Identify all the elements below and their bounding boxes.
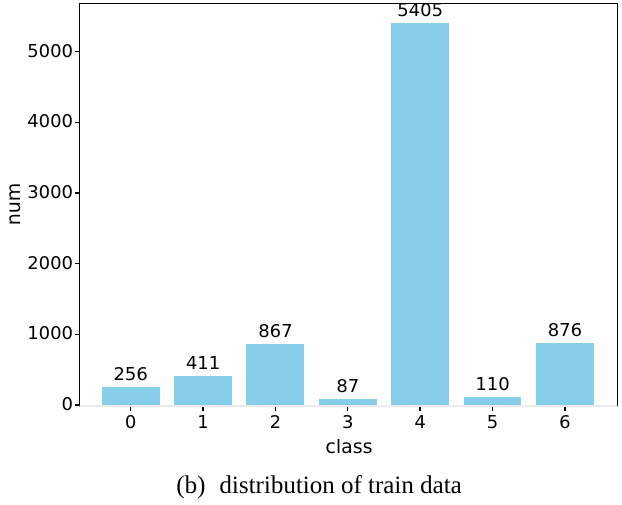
figure-caption: (b) distribution of train data xyxy=(19,471,619,505)
x-tick-mark xyxy=(347,407,349,411)
x-tick-mark xyxy=(202,407,204,411)
y-tick-mark xyxy=(74,333,79,336)
bar-class-4 xyxy=(391,23,450,405)
x-tick-label: 4 xyxy=(414,412,426,433)
bar-value-label: 5405 xyxy=(397,0,444,22)
bar-class-1 xyxy=(174,375,232,405)
bar-value-label: 867 xyxy=(258,320,293,342)
bar-value-label: 411 xyxy=(185,352,221,374)
y-tick-mark xyxy=(74,192,79,194)
y-tick-label: 0 xyxy=(61,394,73,415)
caption-label: (b) xyxy=(176,472,206,499)
plot-area: 0 1000 2000 3000 4000 5000 256 0 411 1 867 2 87 3 5405… xyxy=(27,0,618,433)
bar-value-label: 87 xyxy=(336,375,360,397)
y-axis-label: num xyxy=(3,182,25,226)
x-tick-label: 6 xyxy=(559,412,571,433)
x-tick-label: 5 xyxy=(486,412,499,433)
x-tick-mark xyxy=(419,407,421,411)
y-tick-mark xyxy=(74,262,79,265)
y-tick-label: 4000 xyxy=(27,111,73,133)
x-tick-label: 1 xyxy=(197,412,209,433)
x-tick-mark xyxy=(491,407,494,411)
x-axis-label: class xyxy=(325,436,373,458)
x-tick-mark xyxy=(564,407,566,411)
bar-class-6 xyxy=(535,343,594,405)
x-tick-label: 0 xyxy=(124,412,137,433)
y-tick-label: 2000 xyxy=(27,252,73,274)
bar-class-3 xyxy=(318,398,377,405)
x-tick-label: 2 xyxy=(269,412,282,433)
x-tick-label: 3 xyxy=(342,412,354,433)
caption-text: distribution of train data xyxy=(219,472,462,499)
y-tick-mark xyxy=(74,404,79,406)
y-tick-label: 3000 xyxy=(27,182,73,204)
bar-value-label: 256 xyxy=(113,363,148,385)
x-tick-mark xyxy=(129,407,132,411)
y-tick-mark xyxy=(74,50,79,53)
bar-value-label: 110 xyxy=(475,374,510,396)
bar-class-5 xyxy=(463,397,522,405)
figure-bar-chart: 0 1000 2000 3000 4000 5000 256 0 411 1 867 2 87 3 5405… xyxy=(3,0,618,499)
y-tick-label: 5000 xyxy=(27,40,73,62)
bar-class-0 xyxy=(101,386,160,405)
x-tick-mark xyxy=(274,407,277,411)
y-tick-label: 1000 xyxy=(27,323,73,345)
bar-value-label: 876 xyxy=(547,320,583,342)
y-tick-mark xyxy=(74,121,79,124)
bar-class-2 xyxy=(246,343,305,405)
